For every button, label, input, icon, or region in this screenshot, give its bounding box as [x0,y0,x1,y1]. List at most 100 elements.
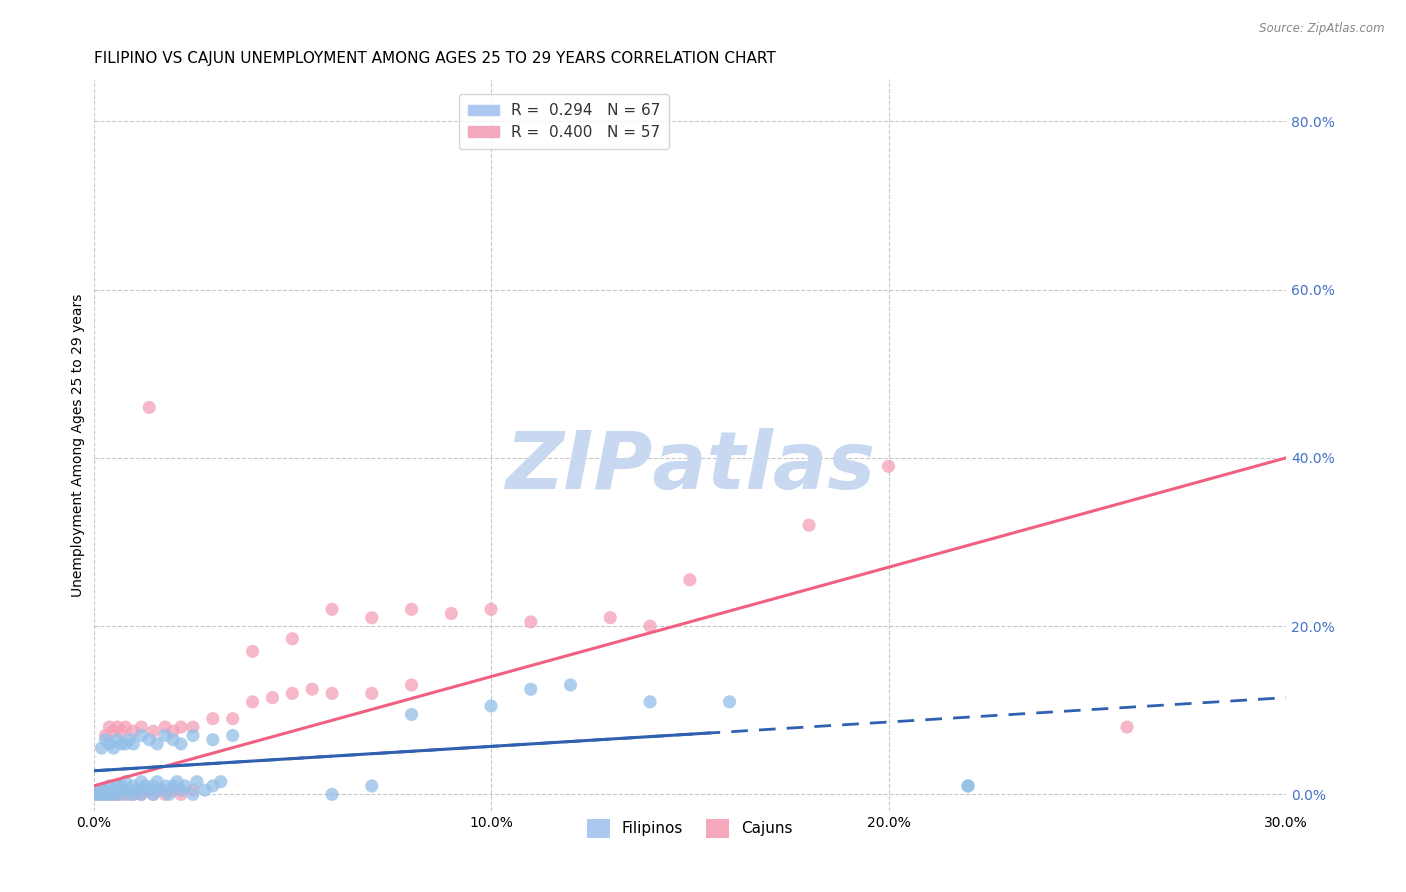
Point [122,788,145,802]
Point [129,788,152,802]
Point [142,788,165,802]
Point [186,774,208,789]
Point [281,632,304,646]
Point [1116,720,1139,734]
Point [114,737,136,751]
Point [221,712,243,726]
Point [401,707,423,722]
Point [146,783,169,797]
Point [134,783,156,797]
Point [638,695,661,709]
Point [83,788,105,802]
Point [142,724,165,739]
Point [679,573,702,587]
Point [114,788,136,802]
Point [401,678,423,692]
Point [98,788,121,802]
Point [90,741,112,756]
Point [122,724,145,739]
Point [181,720,204,734]
Point [638,619,661,633]
Point [560,678,582,692]
Point [103,783,125,797]
Point [122,788,145,802]
Point [86,783,108,797]
Point [129,788,152,802]
Point [122,737,145,751]
Point [110,724,132,739]
Point [281,686,304,700]
Point [360,610,382,624]
Point [103,788,125,802]
Point [181,788,204,802]
Point [153,788,176,802]
Point [181,729,204,743]
Point [107,732,129,747]
Point [103,788,125,802]
Point [201,712,224,726]
Point [90,788,112,802]
Point [479,699,502,714]
Point [146,737,169,751]
Point [170,737,193,751]
Point [201,779,224,793]
Point [118,783,141,797]
Point [360,779,382,793]
Point [170,783,193,797]
Point [127,783,149,797]
Point [957,779,980,793]
Point [129,720,152,734]
Point [146,774,169,789]
Point [107,788,129,802]
Point [877,459,900,474]
Point [162,724,184,739]
Point [90,783,112,797]
Point [118,788,141,802]
Point [127,783,149,797]
Point [90,788,112,802]
Point [110,783,132,797]
Point [103,741,125,756]
Point [94,783,117,797]
Point [110,737,132,751]
Point [520,682,543,697]
Point [107,788,129,802]
Point [94,732,117,747]
Point [86,788,108,802]
Point [170,720,193,734]
Point [150,783,173,797]
Point [194,783,217,797]
Point [957,779,980,793]
Point [83,788,105,802]
Point [262,690,284,705]
Point [103,724,125,739]
Point [110,788,132,802]
Point [94,788,117,802]
Point [94,788,117,802]
Point [242,644,264,658]
Point [129,774,152,789]
Point [129,729,152,743]
Text: Source: ZipAtlas.com: Source: ZipAtlas.com [1260,22,1385,36]
Point [114,783,136,797]
Point [114,720,136,734]
Point [360,686,382,700]
Point [153,779,176,793]
Point [321,602,343,616]
Point [153,720,176,734]
Point [170,788,193,802]
Point [138,732,160,747]
Point [718,695,741,709]
Point [440,607,463,621]
Point [86,788,108,802]
Legend: Filipinos, Cajuns: Filipinos, Cajuns [581,813,799,844]
Point [162,783,184,797]
Point [797,518,820,533]
Point [142,788,165,802]
Point [301,682,323,697]
Point [520,615,543,629]
Point [107,720,129,734]
Point [599,610,621,624]
Point [321,788,343,802]
Point [221,729,243,743]
